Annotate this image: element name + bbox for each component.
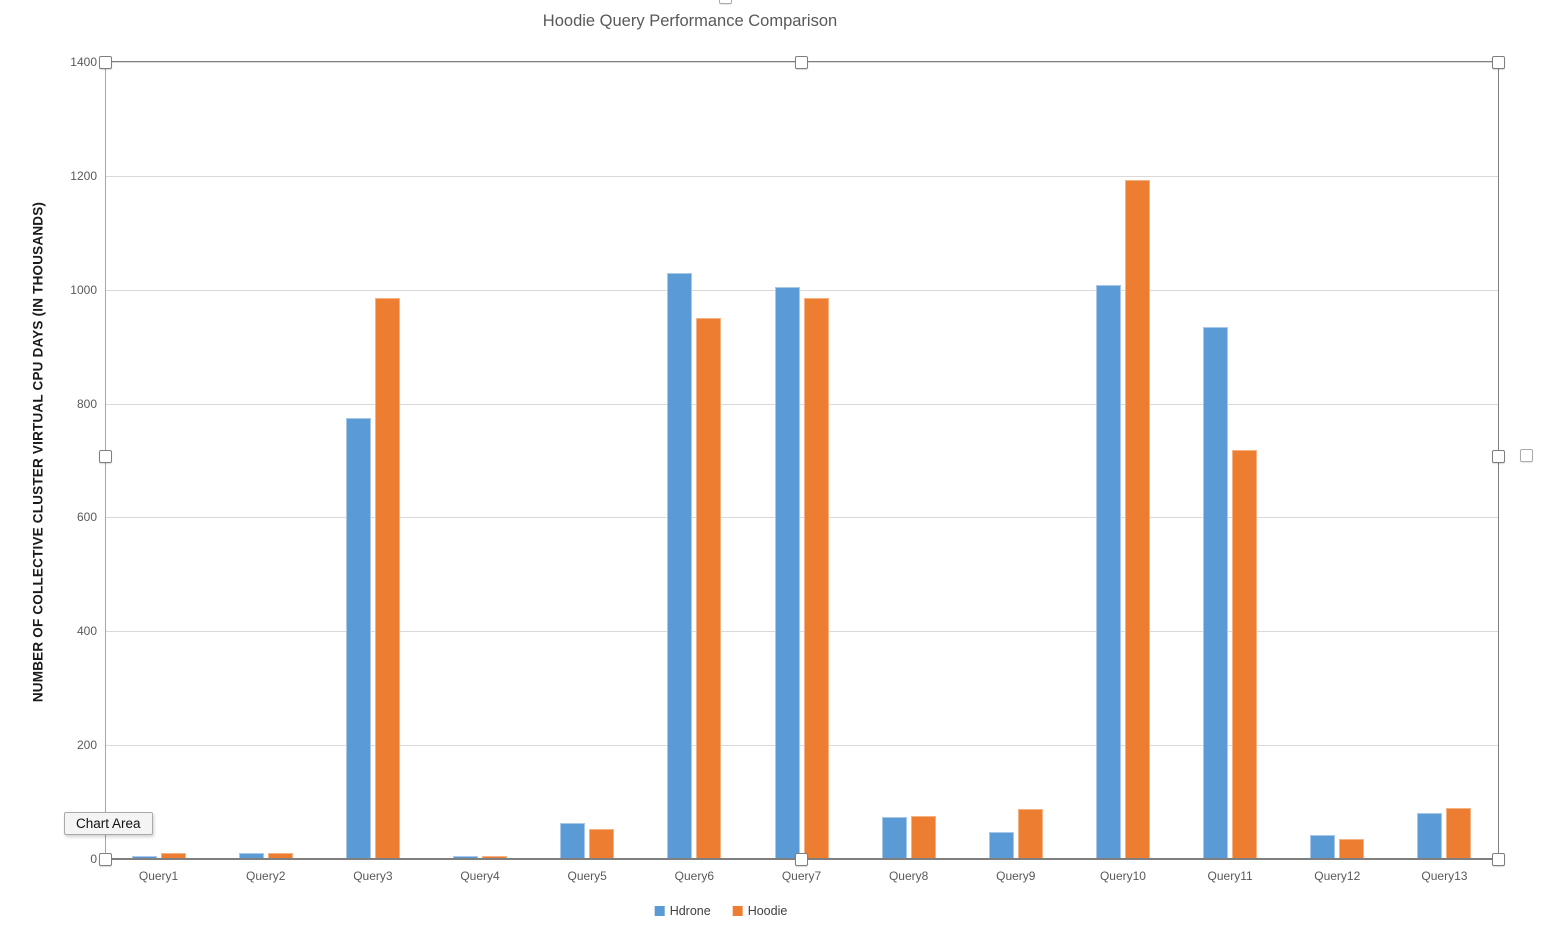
bar-hdrone-query11[interactable] bbox=[1203, 326, 1229, 859]
bar-hoodie-query6[interactable] bbox=[696, 318, 722, 859]
x-tick-label-query5: Query5 bbox=[567, 869, 607, 883]
bar-hdrone-query8[interactable] bbox=[881, 816, 907, 859]
bar-hoodie-query11[interactable] bbox=[1232, 450, 1258, 859]
resize-handle-outer-top-center[interactable] bbox=[719, 0, 732, 4]
x-tick-label-query7: Query7 bbox=[781, 869, 822, 883]
legend-label-hoodie: Hoodie bbox=[747, 904, 788, 918]
resize-handle-top-right[interactable] bbox=[1491, 55, 1505, 69]
resize-handle-bottom-left[interactable] bbox=[98, 852, 112, 866]
x-tick-label-query13: Query13 bbox=[1421, 869, 1468, 883]
plot-area[interactable] bbox=[105, 62, 1498, 859]
legend-swatch-hoodie bbox=[732, 906, 743, 916]
gridline-400 bbox=[105, 631, 1498, 633]
bar-hdrone-query3[interactable] bbox=[345, 417, 371, 859]
legend-item-hoodie[interactable]: Hoodie bbox=[732, 904, 788, 918]
legend-item-hdrone[interactable]: Hdrone bbox=[654, 904, 711, 918]
gridline-800 bbox=[105, 403, 1498, 405]
resize-handle-top-left[interactable] bbox=[98, 55, 112, 69]
bar-hoodie-query7[interactable] bbox=[803, 298, 829, 859]
chart-title[interactable]: Hoodie Query Performance Comparison bbox=[542, 12, 838, 30]
resize-handle-top-center[interactable] bbox=[794, 55, 808, 69]
x-tick-label-query1: Query1 bbox=[138, 869, 179, 883]
y-tick-label-600: 600 bbox=[76, 510, 97, 525]
gridline-1000 bbox=[105, 289, 1498, 291]
x-tick-label-query6: Query6 bbox=[674, 869, 715, 883]
x-tick-label-query2: Query2 bbox=[246, 869, 286, 883]
legend-label-hdrone: Hdrone bbox=[669, 904, 711, 918]
resize-handle-bottom-right[interactable] bbox=[1491, 852, 1505, 866]
bar-hoodie-query9[interactable] bbox=[1017, 809, 1043, 859]
resize-handle-mid-left[interactable] bbox=[98, 449, 112, 463]
gridline-600 bbox=[105, 517, 1498, 519]
x-tick-label-query3: Query3 bbox=[353, 869, 393, 883]
bar-hdrone-query13[interactable] bbox=[1417, 813, 1443, 859]
bar-hdrone-query7[interactable] bbox=[774, 286, 800, 859]
y-tick-label-800: 800 bbox=[76, 396, 97, 411]
resize-handle-mid-right[interactable] bbox=[1491, 449, 1505, 463]
x-tick-label-query11: Query11 bbox=[1207, 869, 1253, 883]
bar-hoodie-query13[interactable] bbox=[1446, 808, 1472, 859]
resize-handle-bottom-center[interactable] bbox=[794, 852, 808, 866]
chart-area-tooltip: Chart Area bbox=[64, 812, 153, 835]
y-tick-label-0: 0 bbox=[90, 852, 97, 866]
x-tick-label-query9: Query9 bbox=[996, 869, 1036, 883]
bar-hdrone-query12[interactable] bbox=[1310, 835, 1336, 859]
bar-hoodie-query5[interactable] bbox=[589, 829, 615, 859]
x-tick-label-query4: Query4 bbox=[460, 869, 500, 883]
gridline-200 bbox=[105, 745, 1498, 747]
bar-hoodie-query10[interactable] bbox=[1124, 179, 1150, 859]
bar-hdrone-query10[interactable] bbox=[1095, 285, 1121, 859]
bar-hoodie-query12[interactable] bbox=[1339, 839, 1365, 859]
legend[interactable]: Hdrone Hoodie bbox=[654, 904, 788, 918]
x-tick-label-query8: Query8 bbox=[888, 869, 929, 883]
resize-handle-outer-mid-right[interactable] bbox=[1520, 449, 1533, 462]
bar-hdrone-query9[interactable] bbox=[988, 831, 1014, 859]
y-tick-label-1200: 1200 bbox=[70, 168, 97, 183]
y-tick-label-400: 400 bbox=[76, 624, 97, 639]
gridline-1200 bbox=[105, 175, 1498, 177]
x-tick-label-query12: Query12 bbox=[1314, 869, 1361, 883]
y-axis-title: NUMBER OF COLLECTIVE CLUSTER VIRTUAL CPU… bbox=[30, 201, 46, 703]
bar-hdrone-query6[interactable] bbox=[667, 272, 693, 859]
y-tick-label-200: 200 bbox=[76, 738, 97, 753]
y-tick-label-1400: 1400 bbox=[70, 55, 97, 69]
bar-hoodie-query3[interactable] bbox=[374, 298, 400, 859]
legend-swatch-hdrone bbox=[654, 906, 665, 916]
x-tick-label-query10: Query10 bbox=[1099, 869, 1146, 883]
bar-hdrone-query5[interactable] bbox=[560, 822, 586, 859]
y-tick-label-1000: 1000 bbox=[70, 282, 97, 297]
bar-hoodie-query8[interactable] bbox=[910, 816, 936, 859]
